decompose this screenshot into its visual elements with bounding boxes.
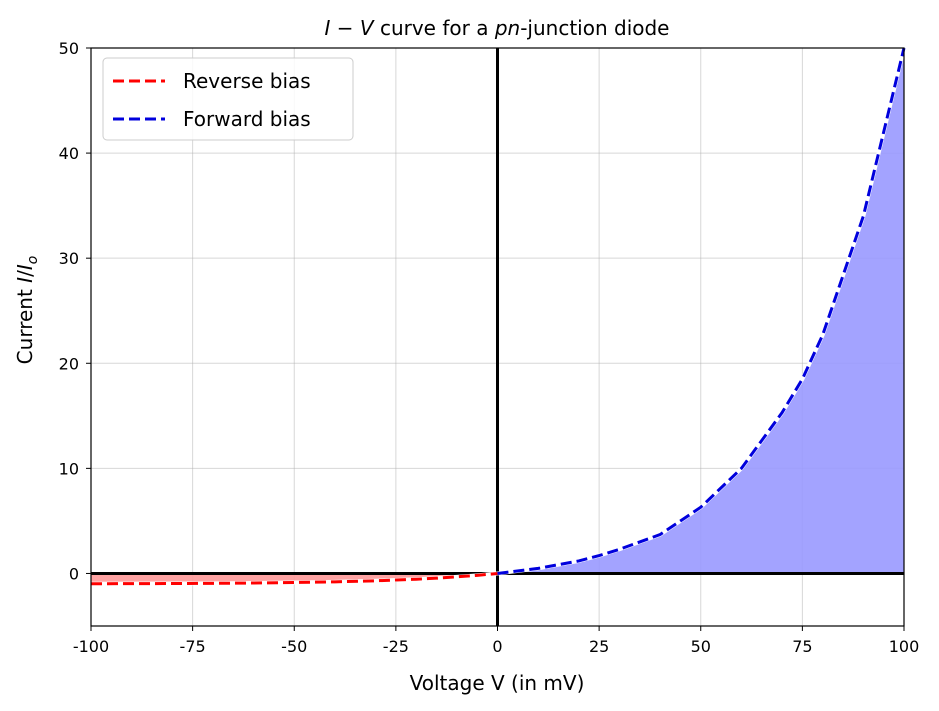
legend: Reverse bias Forward bias [102, 57, 354, 141]
area-fills [91, 48, 904, 584]
x-tick-label: 75 [792, 637, 812, 656]
y-tick-label: 10 [59, 459, 79, 478]
x-tick-label: -25 [383, 637, 409, 656]
series-line-reverse-bias [90, 571, 498, 586]
x-tick-label: -75 [180, 637, 206, 656]
y-tick-label: 50 [59, 39, 79, 58]
y-tick-label: 30 [59, 249, 79, 268]
ticks: -100 -75 -50 -25 0 25 50 75 100 0 10 20 30 40 50 [59, 39, 920, 656]
area-fill-reverse-bias [91, 573, 498, 584]
y-tick-label: 20 [59, 354, 79, 373]
y-axis-label: Current I/Io [13, 256, 41, 365]
legend-box [102, 57, 354, 141]
y-tick-label: 0 [69, 564, 79, 583]
x-tick-label: -50 [281, 637, 307, 656]
chart-title: I − V curve for a pn-junction diode [325, 16, 670, 40]
legend-label-forward-bias: Forward bias [183, 107, 311, 131]
x-tick-label: 100 [889, 637, 920, 656]
x-axis-label: Voltage V (in mV) [410, 671, 585, 695]
y-tick-label: 40 [59, 144, 79, 163]
x-tick-label: -100 [73, 637, 109, 656]
legend-label-reverse-bias: Reverse bias [183, 69, 311, 93]
x-tick-label: 50 [691, 637, 711, 656]
area-fill-forward-bias [497, 48, 904, 574]
series-lines [90, 47, 906, 586]
x-tick-label: 25 [589, 637, 609, 656]
series-line-forward-bias [497, 47, 906, 575]
x-tick-label: 0 [492, 637, 502, 656]
